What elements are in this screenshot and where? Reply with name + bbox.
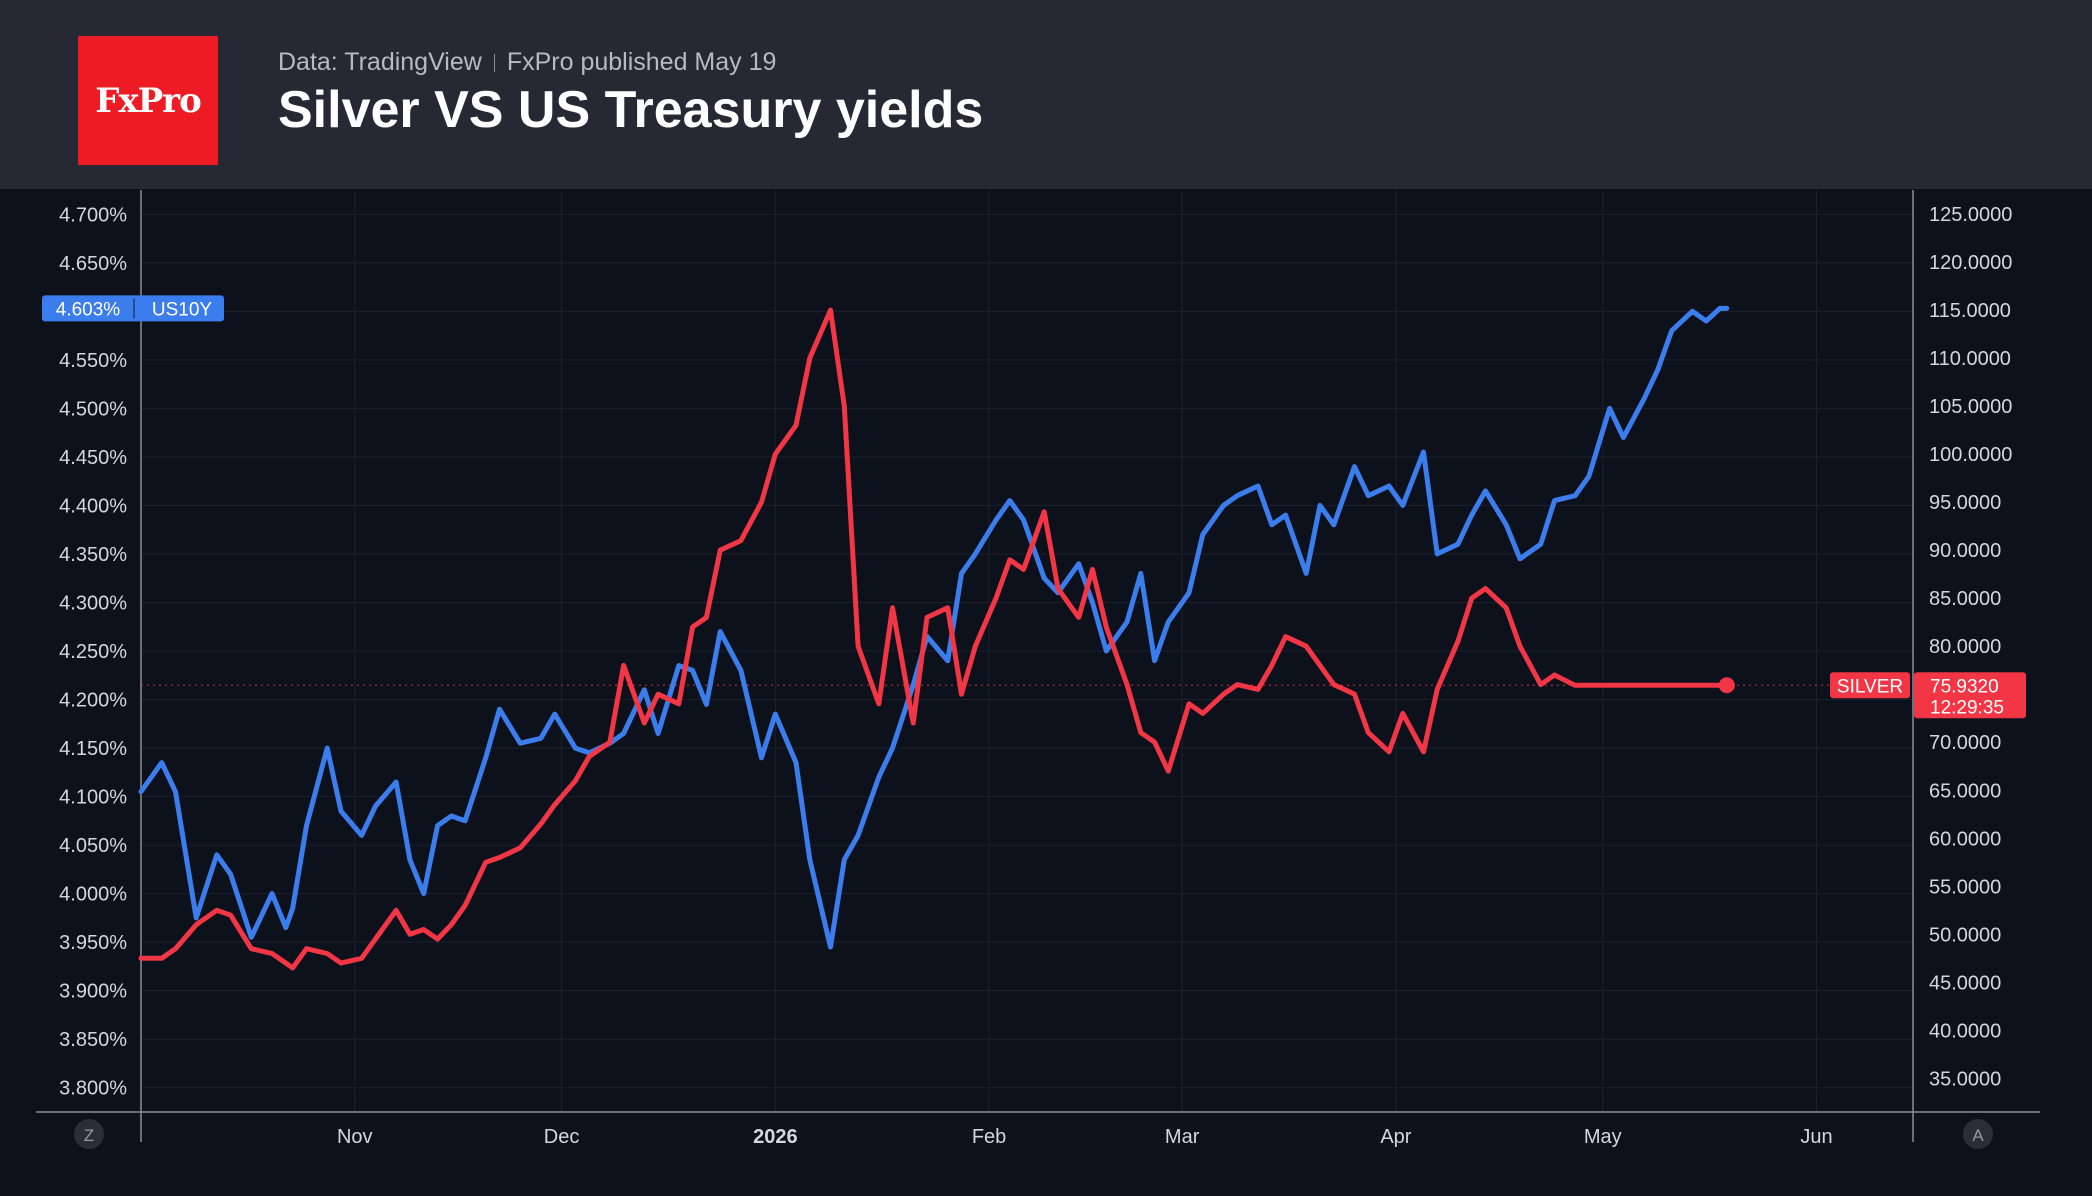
fxpro-logo: FxPro	[78, 36, 218, 165]
right-axis-ticks: 125.0000 120.0000 115.0000 110.0000 105.0000…	[1929, 204, 2012, 1090]
us10y-series-name: US10Y	[152, 299, 213, 320]
right-tick-label: 35.0000	[1929, 1068, 2001, 1090]
grid	[141, 190, 1913, 1112]
x-tick-label: 2026	[753, 1126, 798, 1148]
x-tick-label: Feb	[972, 1126, 1006, 1148]
axes	[36, 190, 2040, 1142]
right-tick-label: 120.0000	[1929, 252, 2012, 274]
x-tick-label: Mar	[1165, 1126, 1200, 1148]
silver-last-point	[1718, 677, 1735, 694]
left-tick-label: 4.550%	[59, 350, 127, 372]
corner-button-right[interactable]: A	[1963, 1119, 1993, 1149]
data-source: Data: TradingView	[278, 48, 482, 76]
right-tick-label: 70.0000	[1929, 732, 2001, 754]
left-tick-label: 4.400%	[59, 495, 127, 517]
right-tick-label: 100.0000	[1929, 444, 2012, 466]
chart-header: FxPro Data: TradingView FxPro published M…	[0, 0, 2092, 189]
x-tick-label: Nov	[337, 1126, 373, 1148]
us10y-last-value-label: 4.603% US10Y	[42, 295, 224, 322]
silver-countdown: 12:29:35	[1930, 697, 2004, 718]
left-tick-label: 4.250%	[59, 641, 127, 663]
series-silver-line	[138, 307, 1730, 971]
left-tick-label: 4.100%	[59, 787, 127, 809]
left-tick-label: 4.350%	[59, 544, 127, 566]
right-tick-label: 45.0000	[1929, 972, 2001, 994]
right-tick-label: 55.0000	[1929, 876, 2001, 898]
left-tick-label: 3.900%	[59, 981, 127, 1003]
x-tick-label: Apr	[1380, 1126, 1411, 1148]
series-lines	[138, 305, 1735, 971]
right-tick-label: 85.0000	[1929, 588, 2001, 610]
x-tick-label: May	[1584, 1126, 1622, 1148]
right-tick-label: 110.0000	[1929, 348, 2011, 370]
published-date: FxPro published May 19	[506, 48, 777, 76]
right-tick-label: 95.0000	[1929, 492, 2001, 514]
silver-last-value: 75.9320	[1930, 676, 1999, 697]
corner-button-left-label: Z	[84, 1126, 94, 1145]
series-us10y-line	[138, 305, 1730, 950]
meta-separator	[493, 54, 495, 73]
x-tick-label: Dec	[544, 1126, 580, 1148]
right-tick-label: 65.0000	[1929, 780, 2001, 802]
chart-title: Silver VS US Treasury yields	[278, 81, 984, 139]
right-tick-label: 50.0000	[1929, 924, 2001, 946]
left-tick-label: 3.950%	[59, 932, 127, 954]
right-tick-label: 105.0000	[1929, 396, 2012, 418]
us10y-last-value: 4.603%	[56, 299, 121, 320]
left-tick-label: 4.450%	[59, 447, 127, 469]
right-tick-label: 60.0000	[1929, 828, 2001, 850]
left-axis-ticks: 4.700%4.650%4.600%4.550%4.500%4.450%4.40…	[59, 204, 127, 1099]
silver-name-bg	[1830, 672, 1910, 699]
left-tick-label: 4.500%	[59, 398, 127, 420]
corner-button-right-label: A	[1972, 1126, 1984, 1145]
right-tick-label: 125.0000	[1929, 204, 2012, 226]
left-tick-label: 4.000%	[59, 884, 127, 906]
left-tick-label: 3.850%	[59, 1029, 127, 1051]
chart-meta: Data: TradingView FxPro published May 19	[278, 48, 776, 77]
left-tick-label: 3.800%	[59, 1078, 127, 1100]
left-tick-label: 4.300%	[59, 592, 127, 614]
right-tick-label: 115.0000	[1929, 300, 2011, 322]
left-tick-label: 4.700%	[59, 204, 127, 226]
x-axis-ticks: Nov Dec 2026 Feb Mar Apr May Jun	[337, 1126, 1833, 1148]
right-tick-label: 40.0000	[1929, 1020, 2001, 1042]
left-tick-label: 4.050%	[59, 835, 127, 857]
us10y-label-bg	[42, 295, 224, 322]
left-tick-label: 4.150%	[59, 738, 127, 760]
corner-button-left[interactable]: Z	[74, 1119, 104, 1149]
right-tick-label: 80.0000	[1929, 636, 2001, 658]
silver-value-bg	[1914, 672, 2026, 719]
left-tick-label: 4.650%	[59, 253, 127, 275]
right-tick-label: 90.0000	[1929, 540, 2001, 562]
left-tick-label: 4.200%	[59, 690, 127, 712]
silver-series-name: SILVER	[1837, 676, 1903, 697]
x-tick-label: Jun	[1800, 1126, 1832, 1148]
